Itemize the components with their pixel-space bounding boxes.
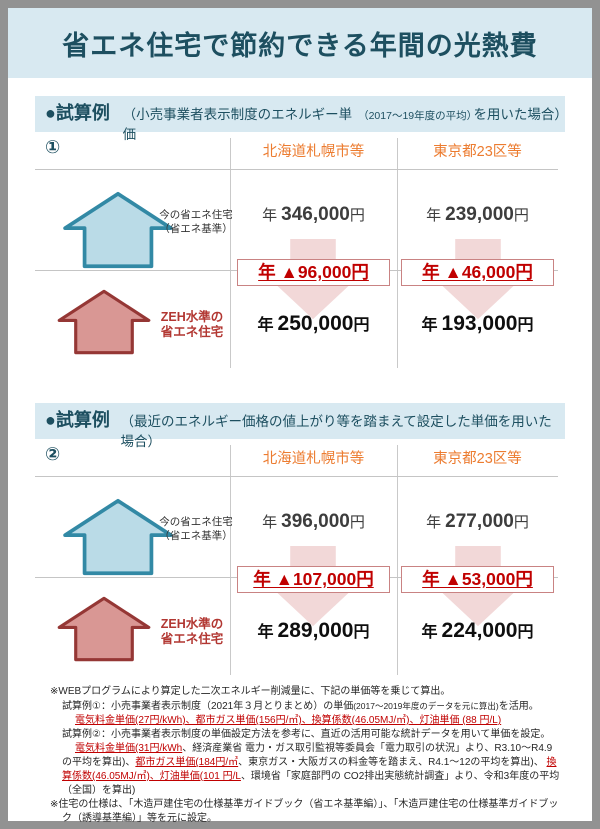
example-2-heading-sub: （最近のエネルギー価格の値上がり等を踏まえて設定した単価を用いた場合） <box>120 414 552 449</box>
zeh-house-label: ZEH水準の 省エネ住宅 <box>160 617 224 646</box>
savings-badge-hokkaido: 年 ▲96,000円 <box>237 259 390 286</box>
footnotes: ※WEBプログラムにより算定した二次エネルギー削減量に、下記の単価等を乗じて算出… <box>50 685 560 826</box>
footnote-example-1: 試算例①：小売事業者表示制度（2021年３月とりまとめ）の単価(2017～201… <box>62 701 539 712</box>
current-cost-hokkaido: 年 346,000円 <box>262 204 365 225</box>
zeh-cost-hokkaido: 年 289,000円 <box>257 619 370 642</box>
footnote-example-2: 試算例②：小売事業者表示制度の単価設定方法を参考に、直近の活用可能な統計データを… <box>62 729 551 740</box>
example-1-heading-small: （2017～19年度の平均） <box>358 110 478 122</box>
savings-badge-tokyo: 年 ▲53,000円 <box>401 566 554 593</box>
column-divider <box>230 445 231 675</box>
example-2-heading: ●試算例② <box>45 410 110 464</box>
example-1-heading: ●試算例① <box>45 103 110 157</box>
example-1-heading-tail: を用いた場合） <box>473 107 568 122</box>
column-header-tokyo: 東京都23区等 <box>433 144 522 160</box>
example-2-section: ●試算例② （最近のエネルギー価格の値上がり等を踏まえて設定した単価を用いた場合… <box>8 403 592 695</box>
current-cost-tokyo: 年 277,000円 <box>426 511 529 532</box>
zeh-house-icon <box>52 289 156 360</box>
zeh-house-label: ZEH水準の 省エネ住宅 <box>160 310 224 339</box>
footnote-example-2-prices: 電気料金単価(31円/kWh、経済産業省 電力・ガス取引監視等委員会「電力取引の… <box>62 743 560 796</box>
current-cost-tokyo: 年 239,000円 <box>426 204 529 225</box>
current-house-icon <box>60 191 176 274</box>
column-header-tokyo: 東京都23区等 <box>433 451 522 467</box>
example-1-header: ●試算例① （小売事業者表示制度のエネルギー単価 （2017～19年度の平均） … <box>35 96 568 157</box>
column-header-hokkaido: 北海道札幌市等 <box>262 451 365 467</box>
zeh-cost-tokyo: 年 193,000円 <box>421 312 534 335</box>
savings-badge-hokkaido: 年 ▲107,000円 <box>237 566 390 593</box>
column-divider <box>397 445 398 675</box>
title-band: 省エネ住宅で節約できる年間の光熱費 <box>8 8 592 78</box>
example-1-section: ●試算例① （小売事業者表示制度のエネルギー単価 （2017～19年度の平均） … <box>8 96 592 388</box>
current-house-label: 今の省エネ住宅 （省エネ基準） <box>159 209 233 235</box>
current-cost-hokkaido: 年 396,000円 <box>262 511 365 532</box>
row-divider <box>35 476 558 477</box>
footnote-spec: ※住宅の仕様は、「木造戸建住宅の仕様基準ガイドブック（省エネ基準編）」、「木造戸… <box>50 799 559 824</box>
example-2-header: ●試算例② （最近のエネルギー価格の値上がり等を踏まえて設定した単価を用いた場合… <box>35 403 565 464</box>
column-header-hokkaido: 北海道札幌市等 <box>262 144 365 160</box>
footnote-example-1-prices: 電気料金単価(27円/kWh)、都市ガス単価(156円/㎥)、換算係数(46.0… <box>75 715 502 726</box>
page-title: 省エネ住宅で節約できる年間の光熱費 <box>62 30 538 61</box>
row-divider <box>35 169 558 170</box>
current-house-icon <box>60 498 176 581</box>
zeh-cost-hokkaido: 年 250,000円 <box>257 312 370 335</box>
savings-badge-tokyo: 年 ▲46,000円 <box>401 259 554 286</box>
column-divider <box>230 138 231 368</box>
zeh-cost-tokyo: 年 224,000円 <box>421 619 534 642</box>
footnote-method: ※WEBプログラムにより算定した二次エネルギー削減量に、下記の単価等を乗じて算出… <box>50 686 451 697</box>
zeh-house-icon <box>52 596 156 667</box>
column-divider <box>397 138 398 368</box>
current-house-label: 今の省エネ住宅 （省エネ基準） <box>159 516 233 542</box>
example-1-heading-sub: （小売事業者表示制度のエネルギー単価 <box>122 107 353 142</box>
poster-page: 省エネ住宅で節約できる年間の光熱費 ●試算例① （小売事業者表示制度のエネルギー… <box>8 8 592 824</box>
